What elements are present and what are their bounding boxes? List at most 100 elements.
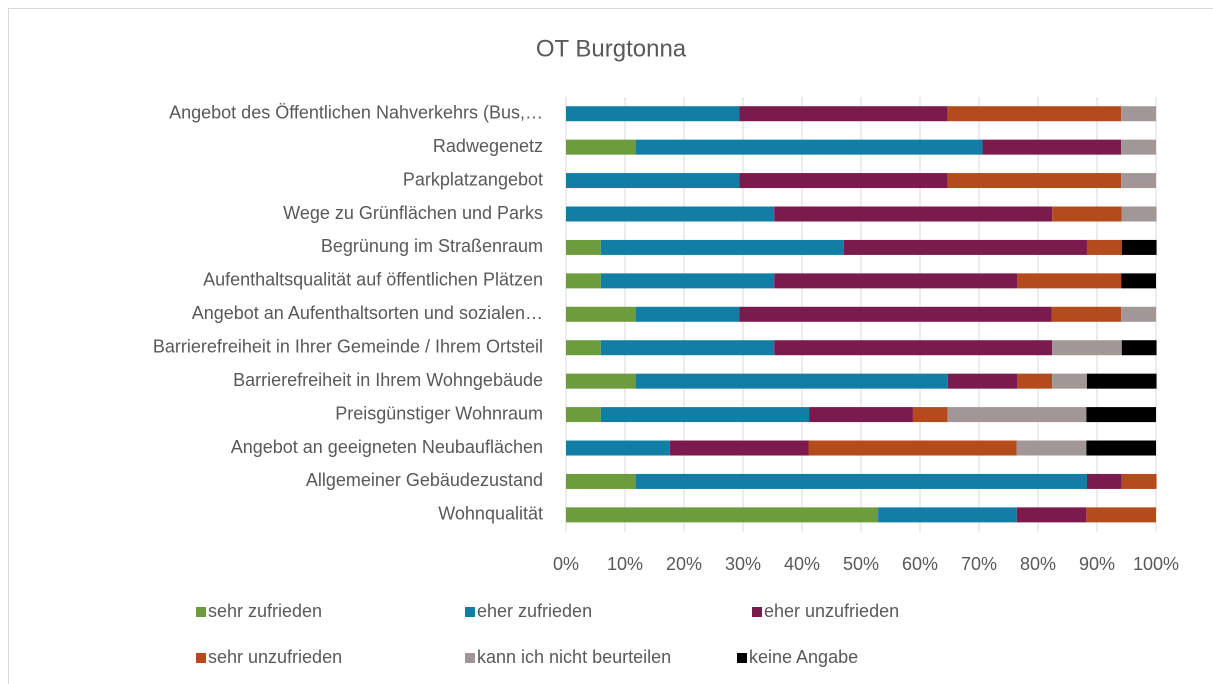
bar-segment [600,273,775,289]
bar-segment [774,340,1053,356]
bar-segment [566,306,636,322]
bar-segment [566,173,740,189]
bar-segment [1121,306,1156,322]
bar-segment [1121,239,1157,255]
x-tick-label: 90% [1079,554,1115,574]
y-tick-label: Parkplatzangebot [403,169,543,189]
x-tick-label: 60% [902,554,938,574]
bar-segment [739,306,1052,322]
bar-segment [566,139,636,155]
y-tick-label: Radwegenetz [433,136,543,156]
x-tick-label: 50% [843,554,879,574]
y-tick-label: Angebot an geeigneten Neubauflächen [231,437,543,457]
bar-segment [1121,340,1157,356]
bar-segment [635,139,983,155]
bar-segment [1086,407,1156,423]
bar-segment [635,373,948,389]
bar-segment [774,273,1018,289]
bar-segment [1017,373,1053,389]
legend-label: keine Angabe [749,647,858,667]
y-tick-label: Wohnqualität [438,504,543,524]
bar-segment [566,407,601,423]
bar-segment [1086,440,1156,456]
bar-segment [878,507,1017,523]
y-tick-label: Angebot an Aufenthaltsorten und sozialen… [192,303,543,323]
y-tick-label: Preisgünstiger Wohnraum [335,403,543,423]
legend-swatch [465,607,475,617]
bar-segment [1121,173,1156,189]
x-tick-label: 30% [725,554,761,574]
x-tick-label: 100% [1133,554,1179,574]
y-tick-label: Barrierefreiheit in Ihrer Gemeinde / Ihr… [153,336,543,356]
bar-segment [947,106,1122,122]
y-tick-label: Wege zu Grünflächen und Parks [283,203,543,223]
y-tick-label: Aufenthaltsqualität auf öffentlichen Plä… [203,270,543,290]
bar-segment [1017,273,1122,289]
bar-segment [1086,473,1122,489]
legend-label: sehr zufrieden [208,601,322,621]
bar-segment [947,407,1087,423]
bar-segment [1052,340,1122,356]
bar-segment [1016,440,1087,456]
legend-swatch [737,653,747,663]
bar-segment [566,106,740,122]
bar-segment [1086,373,1157,389]
bar-segment [566,507,879,523]
bar-segment [669,440,809,456]
x-tick-label: 10% [607,554,643,574]
bar-segment [1086,507,1156,523]
x-tick-label: 40% [784,554,820,574]
bar-segment [566,373,636,389]
chart-title: OT Burgtonna [536,35,687,62]
y-tick-label: Barrierefreiheit in Ihrem Wohngebäude [233,370,543,390]
bar-segment [635,306,740,322]
bar-segment [566,206,775,222]
legend-swatch [752,607,762,617]
legend-label: eher zufrieden [477,601,592,621]
bar-segment [1052,206,1122,222]
legend-swatch [196,653,206,663]
x-tick-label: 0% [553,554,579,574]
bar-segment [600,340,775,356]
bar-segment [843,239,1087,255]
bar-segment [566,340,601,356]
bar-segment [912,407,948,423]
bar-segment [600,239,844,255]
bar-segment [739,173,948,189]
y-tick-label: Angebot des Öffentlichen Nahverkehrs (Bu… [169,102,543,122]
y-tick-label: Begrünung im Straßenraum [321,236,543,256]
bar-segment [1121,273,1156,289]
bar-segment [1086,239,1122,255]
bar-segment [982,139,1122,155]
bar-segment [1051,306,1122,322]
y-tick-label: Allgemeiner Gebäudezustand [306,470,543,490]
bar-segment [947,173,1122,189]
bar-segment [566,239,601,255]
bar-segment [1121,139,1156,155]
legend-swatch [465,653,475,663]
bar-segment [1121,206,1157,222]
x-tick-label: 70% [961,554,997,574]
bar-segment [566,273,601,289]
bar-segment [739,106,948,122]
legend-label: sehr unzufrieden [208,647,342,667]
bar-segment [635,473,1087,489]
bar-segment [1016,507,1087,523]
legend-swatch [196,607,206,617]
bar-segment [947,373,1018,389]
bar-segment [566,473,636,489]
bar-segment [600,407,810,423]
bar-segment [1052,373,1087,389]
bar-segment [1121,106,1156,122]
bar-segment [774,206,1053,222]
bar-segment [809,407,913,423]
legend-label: eher unzufrieden [764,601,899,621]
bar-segment [1121,473,1157,489]
legend-label: kann ich nicht beurteilen [477,647,671,667]
bar-segment [808,440,1017,456]
x-tick-label: 20% [666,554,702,574]
x-tick-label: 80% [1020,554,1056,574]
bar-segment [566,440,670,456]
